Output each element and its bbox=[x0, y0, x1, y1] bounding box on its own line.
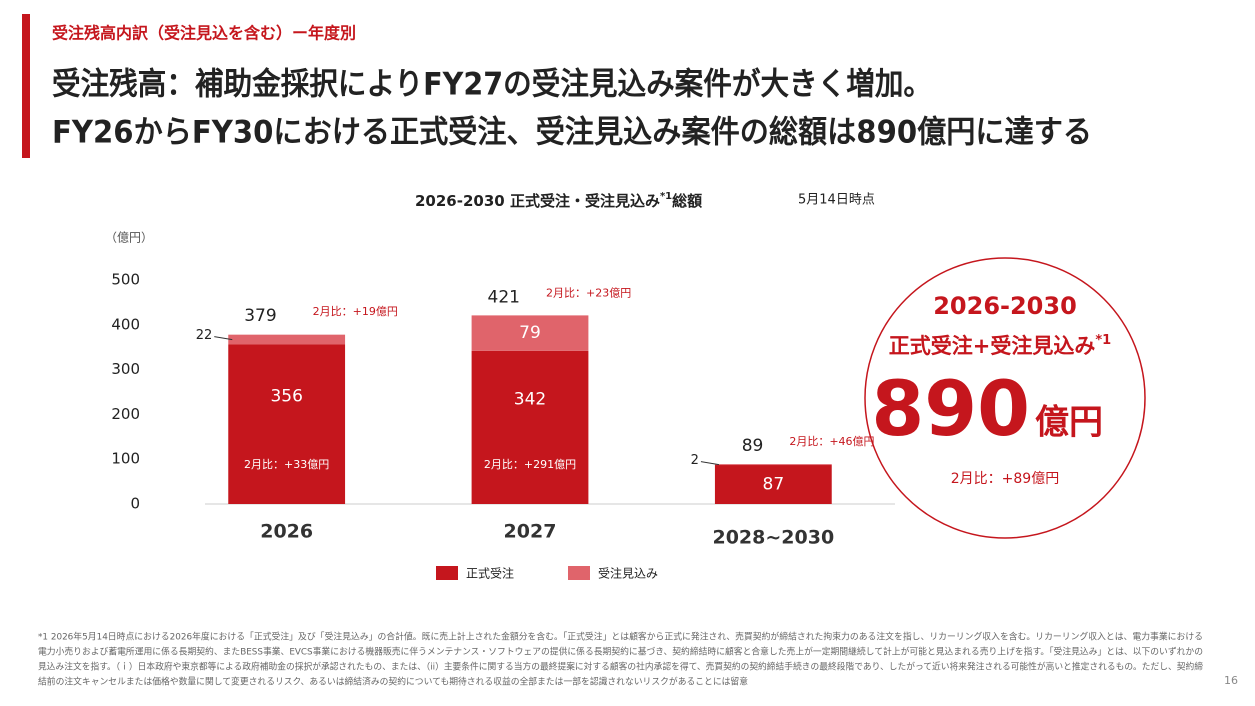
bar-segment bbox=[471, 350, 589, 504]
y-tick-label: 0 bbox=[130, 495, 140, 513]
callout-mark: *1 bbox=[1095, 333, 1111, 348]
value-label: 2 bbox=[691, 453, 699, 468]
chart-title: 2026-2030 正式受注・受注見込み*1総額 bbox=[415, 191, 702, 210]
total-note: 2月比：+19億円 bbox=[313, 305, 398, 318]
chart-title-text: 2026-2030 正式受注・受注見込み bbox=[415, 192, 660, 210]
leader-line bbox=[700, 461, 720, 466]
legend-label: 受注見込み bbox=[598, 566, 658, 581]
value-label: 22 bbox=[196, 328, 213, 343]
total-note: 2月比：+46億円 bbox=[789, 435, 874, 448]
callout-unit: 億円 bbox=[1035, 403, 1103, 443]
legend-label: 正式受注 bbox=[466, 566, 514, 581]
subtitle: 受注残高内訳（受注見込を含む）ー年度別 bbox=[52, 24, 356, 43]
total-label: 89 bbox=[742, 436, 764, 456]
callout-line-text: 正式受注+受注見込み bbox=[889, 334, 1096, 358]
x-tick-label: 2026 bbox=[260, 521, 313, 543]
bar-segment bbox=[714, 464, 832, 466]
bar-segment bbox=[228, 334, 346, 345]
title-line: FY26からFY30における正式受注、受注見込み案件の総額は890億円に達する bbox=[52, 115, 1092, 151]
callout-period: 2026-2030 bbox=[933, 292, 1077, 320]
callout-amount: 890 bbox=[871, 364, 1030, 453]
accent-bar bbox=[22, 14, 30, 158]
x-tick-label: 2028~2030 bbox=[712, 527, 834, 549]
bar-segment bbox=[714, 465, 832, 504]
total-label: 421 bbox=[488, 287, 520, 307]
y-tick-label: 200 bbox=[111, 405, 140, 423]
inner-note: 2月比：+33億円 bbox=[244, 458, 329, 471]
leader-line bbox=[214, 336, 233, 341]
value-label: 79 bbox=[519, 323, 541, 343]
total-note: 2月比：+23億円 bbox=[546, 286, 631, 299]
footnote-line: 結前の注文キャンセルまたは価格や数量に関して変更されるリスク、あるいは締結済みの… bbox=[38, 676, 748, 688]
x-tick-label: 2027 bbox=[504, 521, 557, 543]
y-tick-label: 300 bbox=[111, 360, 140, 378]
y-tick-label: 100 bbox=[111, 450, 140, 468]
chart-title-mark: *1 bbox=[660, 191, 672, 202]
value-label: 342 bbox=[514, 389, 546, 409]
bar-segment bbox=[228, 344, 346, 504]
callout-line: 正式受注+受注見込み*1 bbox=[889, 333, 1111, 359]
callout-note: 2月比：+89億円 bbox=[951, 471, 1059, 487]
callout-circle bbox=[864, 257, 1146, 539]
footnote-line: 電力小売りおよび蓄電所運用に係る長期契約、またBESS事業、EVCS事業における… bbox=[38, 646, 1203, 658]
legend-swatch bbox=[436, 566, 458, 580]
chart: 0 100 200 300 400 500 2026 356 22 2月比：+33億円 379 2月比… bbox=[111, 271, 895, 581]
footnote-line: 見込み注文を指す。（ｉ）日本政府や東京都等による政府補助金の採択が承認されたもの… bbox=[38, 661, 1203, 673]
value-label: 87 bbox=[763, 475, 785, 495]
bar-segment bbox=[471, 315, 589, 351]
legend-swatch bbox=[568, 566, 590, 580]
y-axis-label: （億円） bbox=[105, 231, 153, 245]
title-line: 受注残高：補助金採択によりFY27の受注見込み案件が大きく増加。 bbox=[52, 67, 932, 103]
footnote-line: *1 2026年5月14日時点における2026年度における「正式受注」及び「受注… bbox=[38, 631, 1203, 643]
y-tick-label: 400 bbox=[111, 315, 140, 333]
y-tick-label: 500 bbox=[111, 271, 140, 289]
inner-note: 2月比：+291億円 bbox=[484, 458, 576, 471]
page-number: 16 bbox=[1224, 674, 1238, 687]
as-of: 5月14日時点 bbox=[798, 193, 875, 208]
total-label: 379 bbox=[244, 306, 276, 326]
chart-title-end: 総額 bbox=[672, 192, 702, 210]
value-label: 356 bbox=[270, 386, 302, 406]
